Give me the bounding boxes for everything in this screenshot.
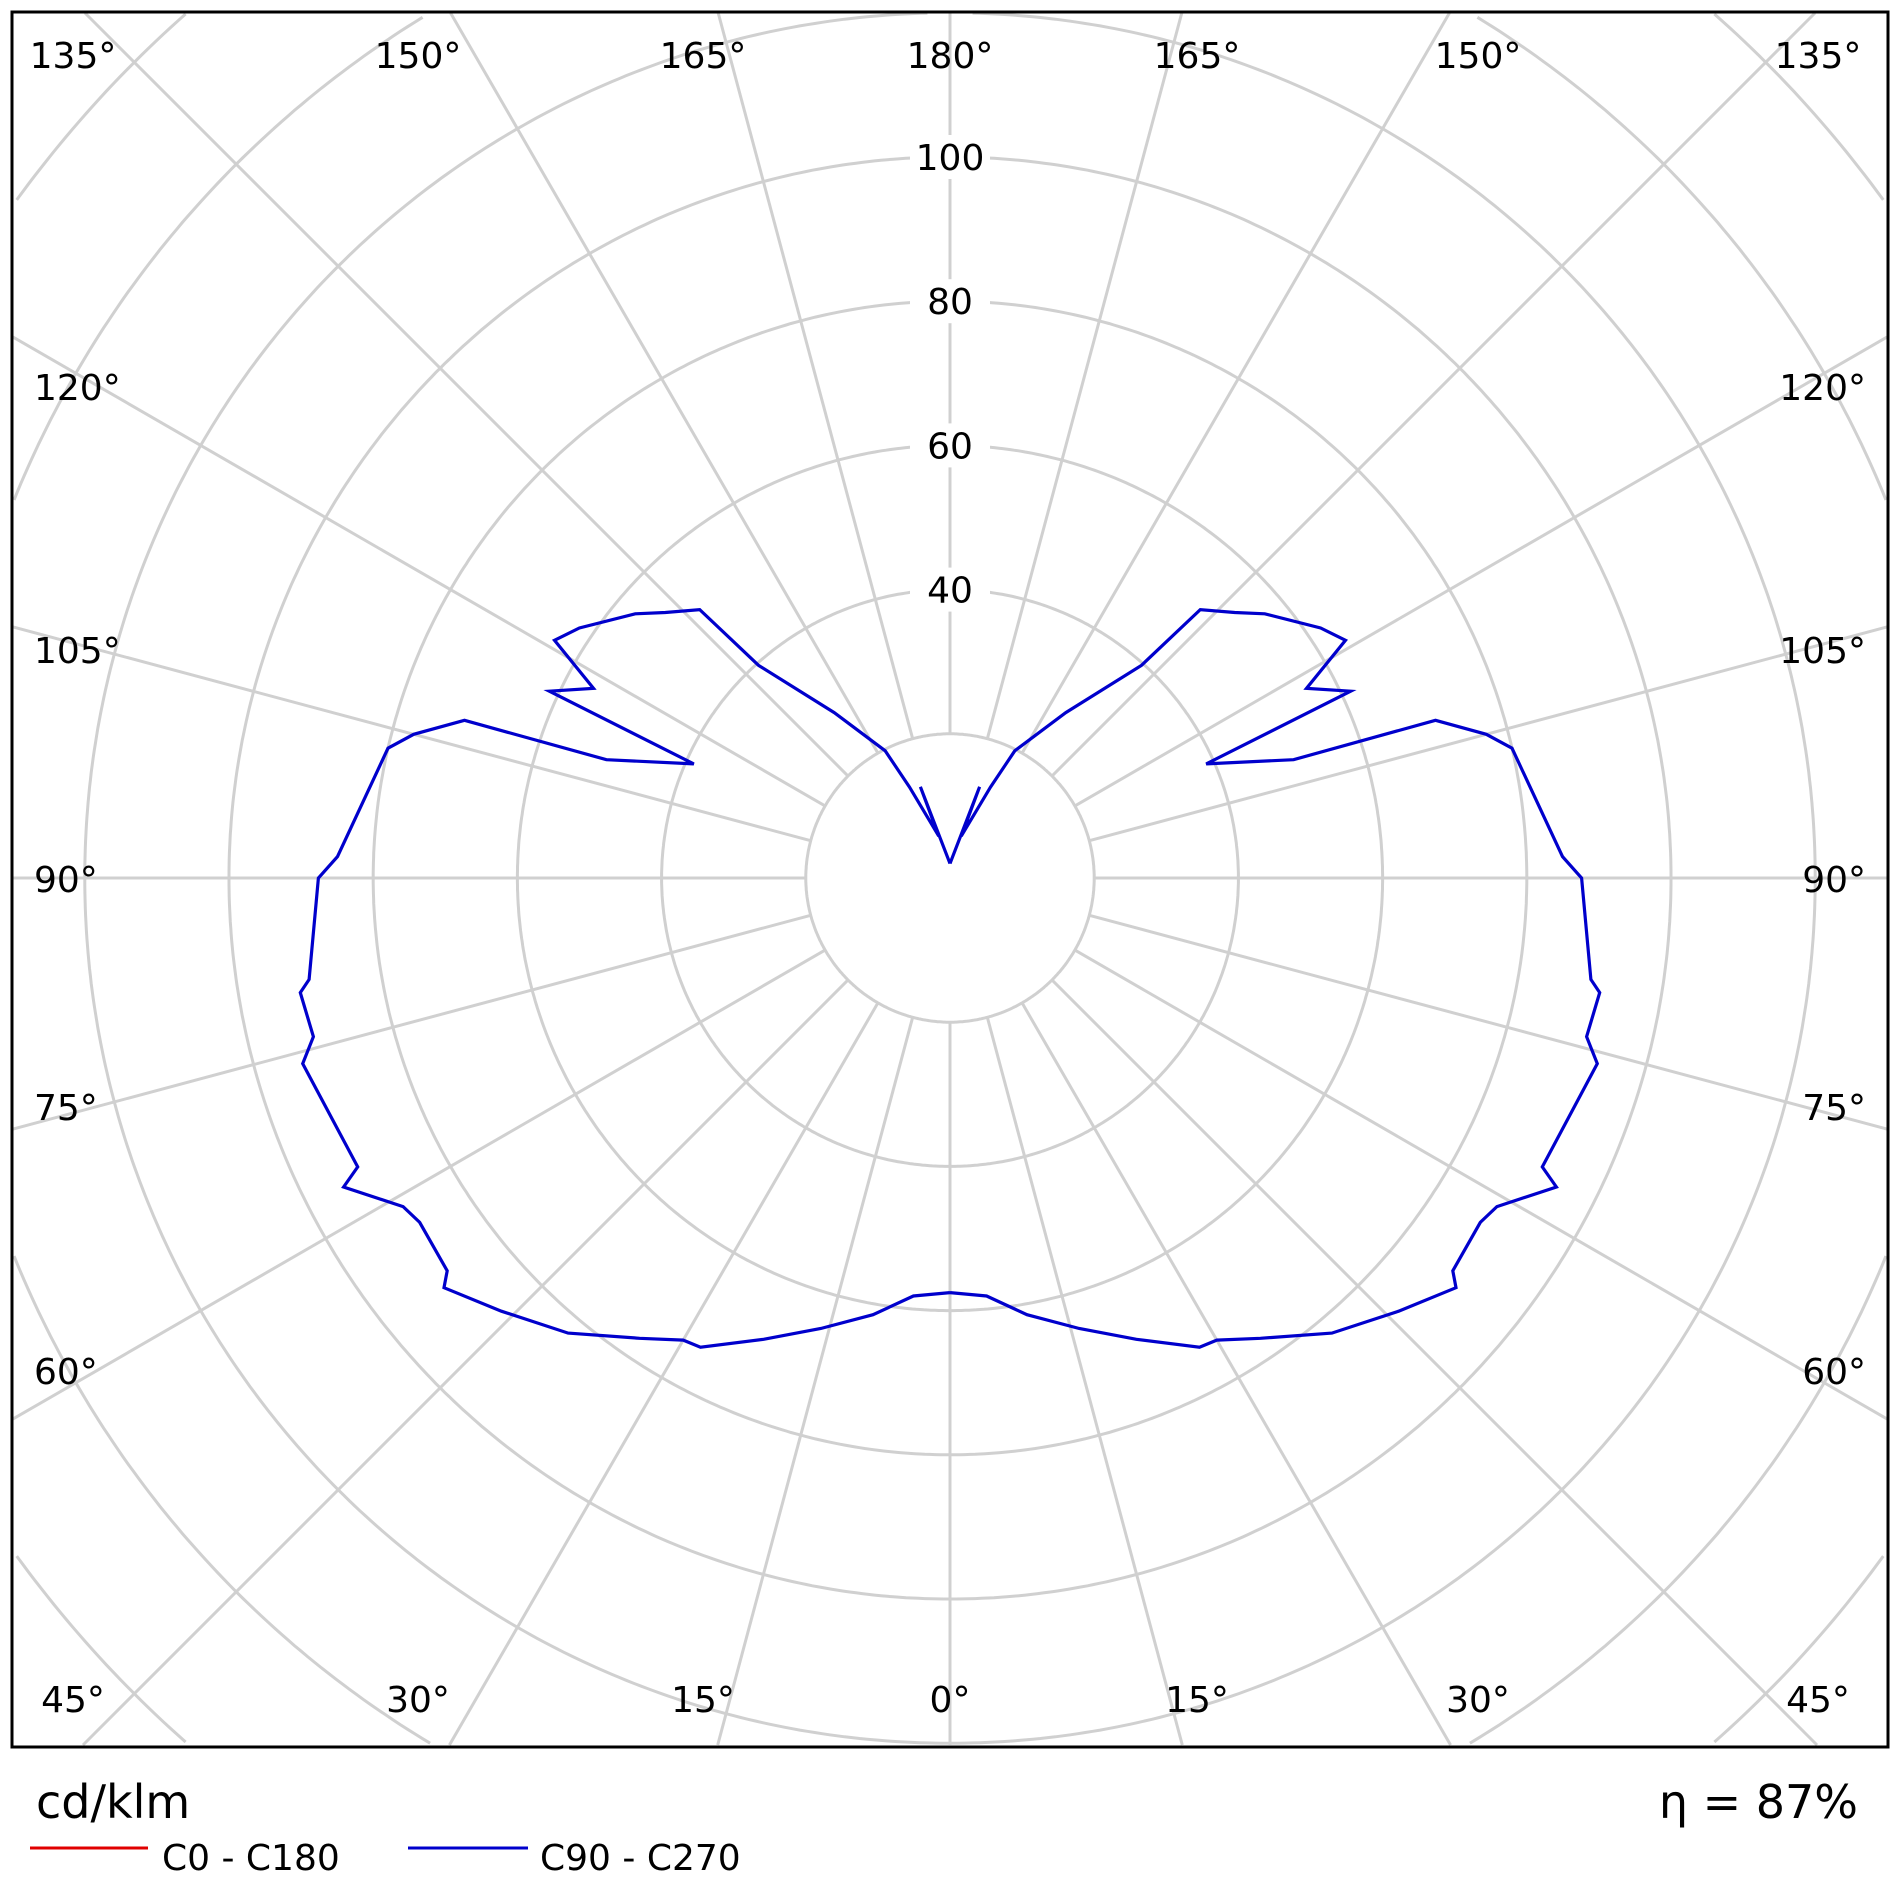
angle-label-right: 75° bbox=[1802, 1088, 1866, 1129]
radial-label-bg bbox=[910, 135, 990, 179]
grid-spoke bbox=[985, 12, 1184, 740]
grid-spoke bbox=[83, 11, 850, 778]
grid-circle-120 bbox=[972, 11, 1817, 878]
grid-circle-160 bbox=[1713, 12, 1885, 201]
angle-label-top: 150° bbox=[375, 36, 462, 77]
grid-spoke bbox=[1074, 335, 1888, 808]
grid-spoke bbox=[716, 12, 915, 740]
angle-label-right: 120° bbox=[1779, 368, 1866, 409]
grid-circle-140 bbox=[1469, 1255, 1888, 1745]
angle-label-bottom: 15° bbox=[671, 1680, 735, 1721]
angle-label-bottom: 30° bbox=[386, 1680, 450, 1721]
grid-spoke bbox=[1088, 913, 1888, 1131]
grid-circle-120 bbox=[83, 11, 1817, 1745]
grid-spoke bbox=[1020, 1002, 1452, 1746]
grid-spoke bbox=[1050, 11, 1817, 778]
angle-label-left: 120° bbox=[34, 368, 121, 409]
efficiency-label: η = 87% bbox=[1659, 1775, 1858, 1829]
angle-label-left: 105° bbox=[34, 631, 121, 672]
angle-label-top: 150° bbox=[1435, 36, 1522, 77]
grid-spoke bbox=[716, 1016, 915, 1746]
legend-label-c90: C90 - C270 bbox=[540, 1838, 741, 1879]
angle-label-bottom: 45° bbox=[1786, 1680, 1850, 1721]
angle-label-right: 60° bbox=[1802, 1352, 1866, 1393]
angle-label-bottom: 15° bbox=[1165, 1680, 1229, 1721]
radial-tick-label: 40 bbox=[927, 571, 973, 612]
grid-circle-140 bbox=[1476, 16, 1888, 501]
radial-tick-label: 80 bbox=[927, 282, 973, 323]
grid-spoke bbox=[985, 1016, 1184, 1746]
grid-spoke bbox=[12, 335, 826, 808]
angle-label-top: 135° bbox=[1775, 36, 1862, 77]
radial-tick-label: 100 bbox=[916, 138, 985, 179]
angle-label-top: 165° bbox=[1154, 36, 1241, 77]
grid-spoke bbox=[448, 1002, 880, 1746]
grid-spoke bbox=[81, 978, 850, 1747]
radial-label-bg bbox=[910, 279, 990, 324]
unit-label: cd/klm bbox=[36, 1775, 190, 1829]
angle-label-left: 75° bbox=[34, 1088, 98, 1129]
grid-spoke bbox=[449, 12, 880, 754]
angle-labels: 135° 150° 165° 180° 165° 150° 135° 45° 30° 15° 0° 1… bbox=[30, 36, 1866, 1721]
plot-frame bbox=[10, 10, 1890, 1749]
grid-circle-160 bbox=[1713, 1555, 1885, 1744]
series-c90-c270-right bbox=[948, 607, 1602, 1349]
angle-label-bottom: 45° bbox=[41, 1680, 105, 1721]
grid-circle-140 bbox=[12, 1255, 431, 1745]
grid-spoke bbox=[1074, 948, 1888, 1421]
radial-label-bg bbox=[910, 423, 990, 468]
angle-label-top: 165° bbox=[660, 36, 747, 77]
series-c90-c270-left bbox=[298, 607, 952, 1349]
radial-labels: 40 60 80 100 bbox=[910, 135, 990, 612]
grid-circle-160 bbox=[15, 1555, 187, 1744]
grid-spoke bbox=[1050, 978, 1819, 1747]
angle-label-top: 135° bbox=[30, 36, 117, 77]
grid-spoke bbox=[1020, 12, 1451, 754]
grid-spoke bbox=[12, 948, 826, 1421]
angle-label-bottom: 0° bbox=[930, 1680, 971, 1721]
legend-label-c0: C0 - C180 bbox=[162, 1838, 340, 1879]
radial-tick-label: 60 bbox=[927, 426, 973, 467]
polar-grid bbox=[12, 11, 1888, 1747]
angle-label-left: 90° bbox=[34, 860, 98, 901]
grid-circle-160 bbox=[15, 12, 187, 201]
radial-label-bg bbox=[910, 567, 990, 612]
grid-spoke bbox=[12, 913, 812, 1131]
angle-label-top: 180° bbox=[907, 36, 994, 77]
angle-label-left: 60° bbox=[34, 1352, 98, 1393]
grid-circle-140 bbox=[12, 16, 424, 501]
angle-label-right: 90° bbox=[1802, 860, 1866, 901]
angle-label-bottom: 30° bbox=[1446, 1680, 1510, 1721]
series-layer bbox=[298, 607, 1602, 1349]
angle-label-right: 105° bbox=[1779, 631, 1866, 672]
grid-circle-20 bbox=[804, 732, 1096, 1024]
